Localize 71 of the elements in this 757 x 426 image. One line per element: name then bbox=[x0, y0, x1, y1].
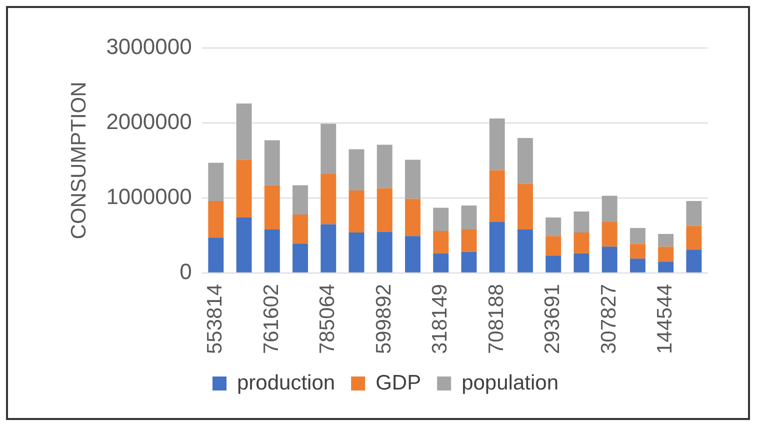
x-tick-label: 307827 bbox=[597, 284, 620, 354]
bar bbox=[208, 200, 224, 238]
x-tick-label: 599892 bbox=[372, 284, 396, 354]
legend-label: GDP bbox=[376, 371, 422, 394]
bar bbox=[405, 160, 420, 199]
bar bbox=[208, 162, 224, 201]
bar bbox=[348, 149, 364, 190]
bar bbox=[348, 232, 364, 272]
bar bbox=[517, 184, 533, 230]
bar bbox=[376, 232, 392, 272]
bar bbox=[405, 198, 420, 236]
bar bbox=[264, 229, 280, 272]
x-tick-label: 318149 bbox=[428, 284, 452, 354]
bar bbox=[348, 190, 364, 232]
bar bbox=[433, 208, 449, 231]
legend-label: production bbox=[237, 371, 336, 394]
x-tick-label: 553814 bbox=[204, 284, 227, 354]
bar bbox=[517, 138, 533, 184]
bar bbox=[292, 185, 308, 214]
y-tick-label: 2000000 bbox=[106, 109, 192, 134]
bar bbox=[433, 230, 449, 254]
bar bbox=[602, 222, 618, 247]
bar bbox=[461, 252, 477, 272]
bar bbox=[236, 217, 252, 272]
bar bbox=[320, 224, 336, 272]
bar bbox=[546, 256, 562, 272]
bar bbox=[658, 246, 674, 262]
bar bbox=[489, 222, 505, 272]
bar bbox=[320, 124, 336, 174]
bar bbox=[574, 253, 590, 272]
x-tick-label: 785064 bbox=[316, 284, 340, 354]
bar bbox=[686, 200, 702, 226]
bar bbox=[658, 262, 674, 272]
bar bbox=[546, 236, 562, 256]
bar bbox=[236, 103, 252, 160]
bar bbox=[264, 140, 280, 186]
bar bbox=[292, 244, 308, 272]
bar bbox=[208, 238, 224, 272]
bar bbox=[574, 232, 590, 254]
bar bbox=[574, 211, 590, 232]
y-tick-label: 0 bbox=[180, 258, 192, 284]
bar bbox=[546, 217, 562, 236]
x-tick-label: 761602 bbox=[260, 284, 283, 354]
x-tick-label: 293691 bbox=[541, 284, 564, 354]
bar bbox=[264, 185, 280, 230]
bar bbox=[461, 205, 477, 230]
bar bbox=[376, 188, 392, 232]
bar bbox=[658, 234, 674, 247]
bar bbox=[517, 229, 533, 272]
bar bbox=[433, 253, 449, 272]
bar bbox=[489, 170, 505, 222]
bar bbox=[461, 229, 477, 252]
bar bbox=[686, 226, 702, 250]
bar bbox=[602, 246, 618, 272]
x-tick-label: 708188 bbox=[484, 284, 508, 354]
y-tick-label: 1000000 bbox=[106, 184, 192, 210]
bar bbox=[630, 244, 646, 259]
bar bbox=[376, 144, 392, 188]
bar bbox=[405, 236, 420, 272]
bar bbox=[602, 196, 618, 222]
legend-label: population bbox=[462, 371, 558, 394]
bar bbox=[630, 228, 646, 244]
bar bbox=[236, 160, 252, 218]
y-axis-title: CONSUMPTION bbox=[67, 82, 90, 240]
bar bbox=[320, 174, 336, 224]
bar bbox=[630, 258, 646, 272]
bar bbox=[686, 250, 702, 272]
y-tick-label: 3000000 bbox=[106, 34, 192, 60]
bar bbox=[292, 214, 308, 244]
x-tick-label: 144544 bbox=[654, 284, 677, 354]
bar bbox=[489, 118, 505, 170]
